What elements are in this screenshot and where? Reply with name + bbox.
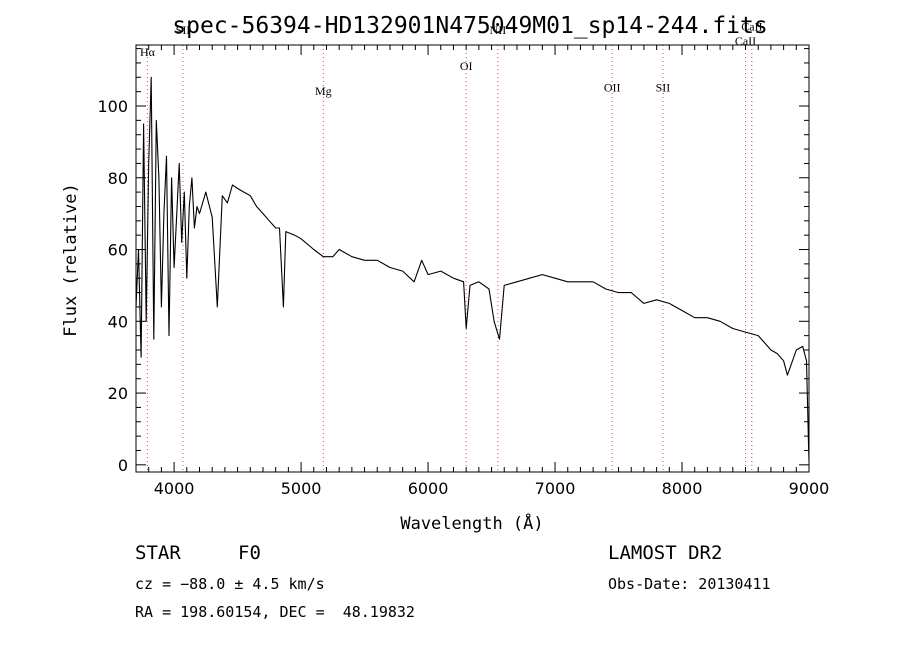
redshift-value: cz = −88.0 ± 4.5 km/s <box>135 575 325 593</box>
spectral-line-label: Mg <box>315 84 332 98</box>
spectral-line-label: OI <box>460 59 473 73</box>
spectral-class: F0 <box>238 542 261 564</box>
y-tick-label: 40 <box>108 312 128 331</box>
chart-title: spec-56394-HD132901N475049M01_sp14-244.f… <box>172 13 767 39</box>
y-axis-label: Flux (relative) <box>61 183 81 337</box>
spectral-line-label: SII <box>656 81 671 95</box>
x-tick-label: 7000 <box>535 479 576 498</box>
x-tick-label: 4000 <box>154 479 195 498</box>
x-tick-label: 5000 <box>281 479 322 498</box>
x-tick-label: 8000 <box>662 479 703 498</box>
spectral-line-label: OII <box>604 81 621 95</box>
x-tick-label: 9000 <box>789 479 830 498</box>
spectral-line-label: SII <box>176 23 191 37</box>
y-tick-label: 20 <box>108 384 128 403</box>
x-axis-label: Wavelength (Å) <box>400 512 543 534</box>
coordinates: RA = 198.60154, DEC = 48.19832 <box>135 603 415 621</box>
plot-frame <box>135 44 810 473</box>
y-tick-label: 80 <box>108 169 128 188</box>
survey-name: LAMOST DR2 <box>608 542 723 564</box>
x-tick-label: 6000 <box>408 479 449 498</box>
spectral-line-label: NII <box>490 23 507 37</box>
obs-date: Obs-Date: 20130411 <box>608 575 771 593</box>
y-tick-label: 100 <box>97 97 128 116</box>
y-tick-label: 0 <box>118 456 128 475</box>
object-type: STAR <box>135 542 181 564</box>
spectral-line-label: Hα <box>140 45 156 59</box>
y-tick-label: 60 <box>108 241 128 260</box>
spectrum-line <box>135 76 810 462</box>
spectral-line-label: CaII <box>741 20 762 34</box>
